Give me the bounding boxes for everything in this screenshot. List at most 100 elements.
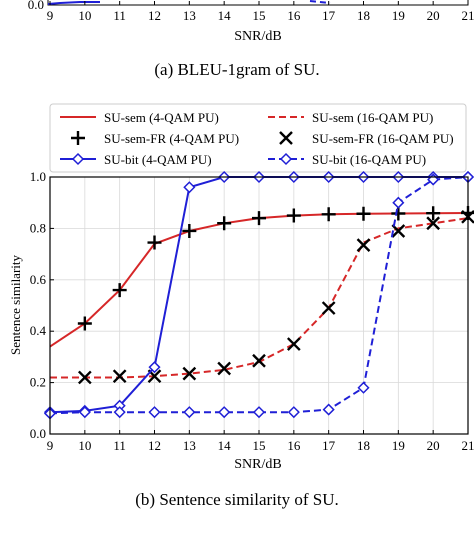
legend-label: SU-sem-FR (4-QAM PU) — [104, 131, 239, 146]
data-point — [113, 406, 126, 419]
data-point — [112, 283, 127, 298]
legend-marker — [71, 131, 85, 145]
legend-label: SU-sem (4-QAM PU) — [104, 110, 219, 125]
legend-item: SU-sem-FR (4-QAM PU) — [71, 131, 239, 146]
data-point — [356, 206, 371, 221]
legend-item: SU-sem (16-QAM PU) — [268, 110, 433, 125]
data-point — [217, 361, 232, 376]
data-point — [426, 206, 441, 221]
data-point — [112, 369, 127, 384]
top-x-tick-label: 14 — [218, 8, 232, 23]
top-x-axis-label: SNR/dB — [234, 29, 281, 44]
x-tick-label: 13 — [183, 438, 196, 453]
y-tick-label: 0.2 — [30, 375, 46, 390]
y-tick-label: 0.0 — [30, 426, 46, 441]
top-x-tick-label: 12 — [148, 8, 161, 23]
data-point — [392, 196, 405, 209]
legend-item: SU-bit (16-QAM PU) — [268, 152, 426, 167]
data-point — [252, 211, 266, 226]
x-tick-label: 11 — [113, 438, 126, 453]
top-x-tick-label: 10 — [78, 8, 91, 23]
legend-label: SU-sem (16-QAM PU) — [312, 110, 433, 125]
y-axis-label: Sentence similarity — [8, 255, 23, 356]
series-su-sem-fr-16-qam-pu — [77, 209, 474, 385]
data-point — [286, 208, 301, 223]
legend-label: SU-sem-FR (16-QAM PU) — [312, 131, 454, 146]
data-point — [391, 224, 406, 238]
top-y-tick-label: 0.0 — [28, 0, 44, 12]
data-point — [252, 353, 266, 368]
caption-a: (a) BLEU-1gram of SU. — [154, 60, 320, 79]
top-x-tick-label: 17 — [322, 8, 336, 23]
x-tick-label: 14 — [218, 438, 232, 453]
data-point — [78, 406, 91, 419]
data-point — [322, 403, 335, 416]
data-point — [218, 406, 231, 419]
sentence-similarity-chart: 9 10 11 12 13 14 15 16 17 18 19 20 21 0.00.20.40.60.… — [8, 169, 474, 472]
top-x-tick-label: 16 — [287, 8, 301, 23]
top-x-tick-label: 13 — [183, 8, 196, 23]
top-x-tick-label: 21 — [462, 8, 474, 23]
caption-b: (b) Sentence similarity of SU. — [135, 490, 339, 509]
legend-marker — [279, 152, 293, 166]
series-su-bit-16-qam-pu — [43, 170, 474, 420]
data-point — [183, 181, 196, 194]
x-tick-label: 15 — [253, 438, 266, 453]
y-tick-label: 0.4 — [30, 323, 47, 338]
y-tick-label: 1.0 — [30, 169, 46, 184]
legend-marker — [279, 131, 293, 145]
legend-marker — [71, 152, 85, 166]
x-tick-label: 12 — [148, 438, 161, 453]
data-point — [182, 366, 197, 381]
x-tick-label: 21 — [462, 438, 474, 453]
top-panel-fragment: 0.0 9 10 11 12 13 14 15 16 17 18 19 20 21 SNR/dB — [28, 0, 474, 44]
top-x-tick-label: 20 — [427, 8, 440, 23]
legend-item: SU-sem-FR (16-QAM PU) — [279, 131, 454, 146]
x-tick-label: 19 — [392, 438, 405, 453]
data-point — [217, 216, 232, 231]
data-point — [356, 238, 371, 252]
data-point — [252, 406, 266, 419]
data-point — [321, 207, 336, 222]
y-ticks: 0.0 0.2 0.4 0.6 0.8 1.0 — [30, 169, 54, 441]
y-tick-label: 0.8 — [30, 220, 46, 235]
top-series-fragment-dashed — [309, 0, 331, 4]
top-series-fragment — [47, 1, 100, 5]
series-layer — [43, 170, 474, 420]
data-point — [77, 316, 92, 331]
legend-item: SU-sem (4-QAM PU) — [60, 110, 219, 125]
y-tick-label: 0.6 — [30, 272, 47, 287]
x-tick-label: 20 — [427, 438, 440, 453]
x-tick-label: 9 — [47, 438, 54, 453]
data-point — [148, 406, 161, 419]
top-x-tick-label: 9 — [47, 8, 54, 23]
data-point — [321, 301, 336, 315]
data-point — [183, 406, 196, 419]
legend: SU-sem (4-QAM PU) SU-sem (16-QAM PU) SU-se… — [49, 103, 467, 173]
data-point — [287, 406, 300, 419]
x-tick-label: 10 — [78, 438, 91, 453]
data-point — [182, 223, 197, 238]
x-ticks: 9 10 11 12 13 14 15 16 17 18 19 20 21 — [47, 430, 474, 453]
legend-item: SU-bit (4-QAM PU) — [60, 152, 212, 167]
data-point — [77, 370, 92, 385]
data-point — [357, 381, 370, 394]
legend-label: SU-bit (4-QAM PU) — [104, 152, 212, 167]
top-x-tick-label: 18 — [357, 8, 370, 23]
data-point — [148, 361, 161, 374]
top-x-tick-label: 15 — [253, 8, 266, 23]
x-axis-label: SNR/dB — [234, 457, 281, 472]
x-tick-label: 16 — [287, 438, 301, 453]
x-tick-label: 18 — [357, 438, 370, 453]
legend-label: SU-bit (16-QAM PU) — [312, 152, 426, 167]
top-plot-frame — [47, 0, 469, 6]
top-x-tick-label: 11 — [113, 8, 126, 23]
top-x-tick-label: 19 — [392, 8, 405, 23]
data-point — [426, 216, 441, 231]
legend-items: SU-sem (4-QAM PU) SU-sem (16-QAM PU) SU-se… — [60, 110, 454, 167]
data-point — [391, 206, 406, 221]
data-point — [147, 235, 162, 250]
data-point — [286, 337, 301, 351]
top-x-tick-labels: 9 10 11 12 13 14 15 16 17 18 19 20 21 — [47, 1, 474, 23]
